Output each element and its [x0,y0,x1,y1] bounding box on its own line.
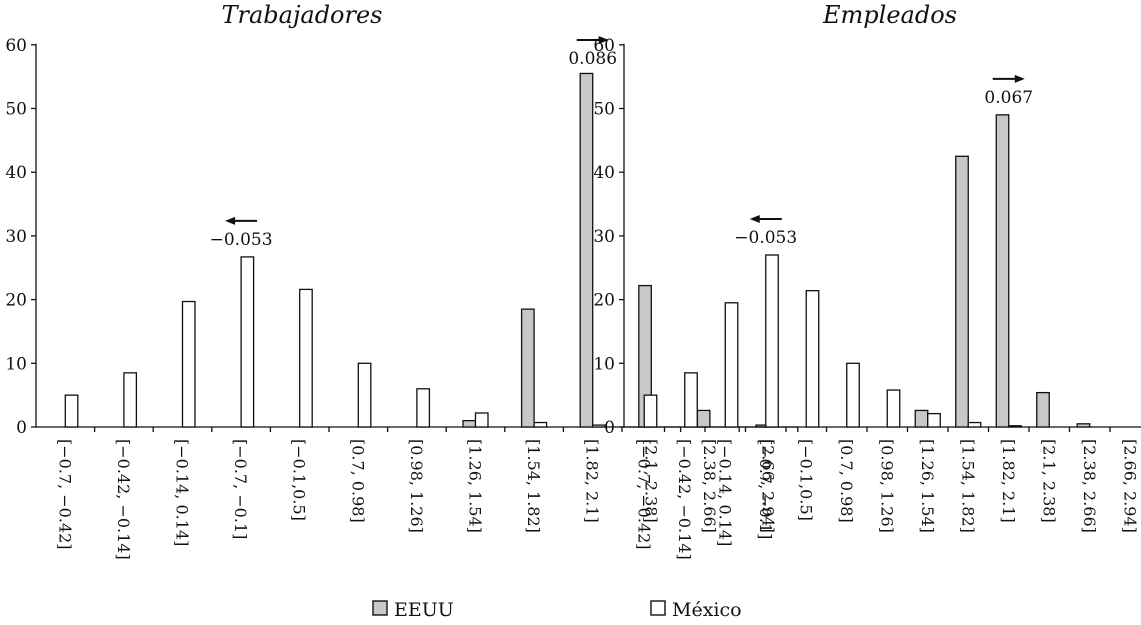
bar-mexico [684,372,698,428]
bar-mexico [846,362,860,428]
bar-mexico [1008,425,1022,428]
annotation-value: −0.053 [210,230,273,250]
arrow-right-icon [1014,74,1025,83]
x-tick-label: [−0.42, −0.14] [114,439,133,560]
chart-panel-2: Empleados 0 10 20 30 40 50 60 [−0.7, −0.42] [−0.4… [593,1,1141,560]
x-tick-label: [−0.14, 0.14] [715,439,734,546]
bar-eeuu [579,72,594,428]
bar-eeuu [995,114,1010,428]
bar-eeuu [462,419,477,428]
bar-mexico [533,421,548,428]
bar-mexico [474,412,489,428]
y-tick-label: 30 [593,227,615,247]
bar-mexico [592,424,606,428]
x-tick-label: [2.66, 2.94] [759,439,778,533]
x-tick-label: [−0.7, −0.42] [634,439,653,550]
y-tick-label: 0 [604,418,615,438]
x-tick-label: [−0.1,0.5] [796,439,815,521]
legend-label-mexico: México [672,599,742,621]
x-tick-label: [0.98, 1.26] [407,439,426,533]
bar-mexico [765,254,779,428]
x-tick-label: [0.98, 1.26] [877,439,896,533]
x-tick-label: [2.38, 2.66] [1080,439,1099,533]
bar-eeuu [1076,423,1091,428]
chart-panel-1: Trabajadores 0 10 20 30 40 50 60 [−0.7, −0.42] [−… [5,1,799,560]
bar-mexico [123,372,138,428]
y-tick-label: 50 [593,100,615,120]
bar-mexico [181,300,196,428]
bar-mexico [64,394,79,428]
y-tick-label: 30 [5,227,27,247]
legend-label-eeuu: EEUU [394,599,454,621]
x-tick-label: [2.1, 2.38] [1039,439,1058,523]
x-tick-label: [−0.7, −0.42] [55,439,74,550]
bar-mexico [805,290,820,428]
bar-mexico [967,421,982,428]
bar-eeuu [520,308,535,428]
y-tick-label: 10 [5,354,27,374]
y-tick-label: 50 [5,100,27,120]
x-tick-label: [−0.7, −0.1] [231,439,250,539]
bar-mexico [299,288,313,428]
legend-swatch-eeuu [372,600,388,616]
x-tick-label: [−0.7, −0.1] [756,439,775,539]
bar-mexico [240,256,255,428]
x-tick-label: [0.7, 0.98] [837,439,856,523]
bar-eeuu [914,409,929,428]
y-tick-label: 40 [593,163,615,183]
x-tick-label: [0.7, 0.98] [348,439,367,523]
bar-mexico [724,302,739,428]
bar-mexico [643,394,658,428]
y-tick-label: 10 [593,354,615,374]
bar-mexico [886,389,901,428]
x-tick-label: [1.26, 1.54] [466,439,485,533]
chart-title: Trabajadores [221,1,382,29]
legend: EEUU México [372,599,742,621]
bar-eeuu [696,409,711,428]
bar-mexico [416,388,431,428]
arrow-left-icon [749,215,760,224]
y-tick-label: 20 [5,291,27,311]
annotation-value: 0.067 [984,88,1033,108]
x-tick-label: [−0.42, −0.14] [675,439,694,560]
bar-mexico [357,362,372,428]
y-tick-label: 60 [5,36,27,56]
arrow-left-icon [225,216,236,225]
y-tick-label: 60 [593,36,615,56]
x-tick-label: [2.38, 2.66] [700,439,719,533]
x-tick-label: [1.54, 1.82] [524,439,543,533]
y-tick-label: 40 [5,163,27,183]
x-tick-label: [1.54, 1.82] [958,439,977,533]
y-tick-label: 20 [593,291,615,311]
y-tick-label: 0 [16,418,27,438]
x-tick-label: [−0.1,0.5] [290,439,309,521]
x-tick-label: [2.1, 2.38] [641,439,660,523]
bar-mexico [927,412,941,428]
x-tick-label: [2.66, 2.94] [1120,439,1139,533]
x-tick-label: [1.82, 2.1] [999,439,1018,523]
legend-swatch-mexico [650,600,666,616]
x-tick-label: [1.82, 2.1] [583,439,602,523]
annotation-value: −0.053 [734,228,797,248]
bar-eeuu [955,155,969,428]
annotation-value: 0.086 [568,49,617,69]
x-tick-label: [1.26, 1.54] [918,439,937,533]
bar-eeuu [1036,391,1050,428]
arrow-right-icon [598,36,609,44]
chart-title: Empleados [822,1,957,29]
x-tick-label: [−0.14, 0.14] [173,439,192,546]
